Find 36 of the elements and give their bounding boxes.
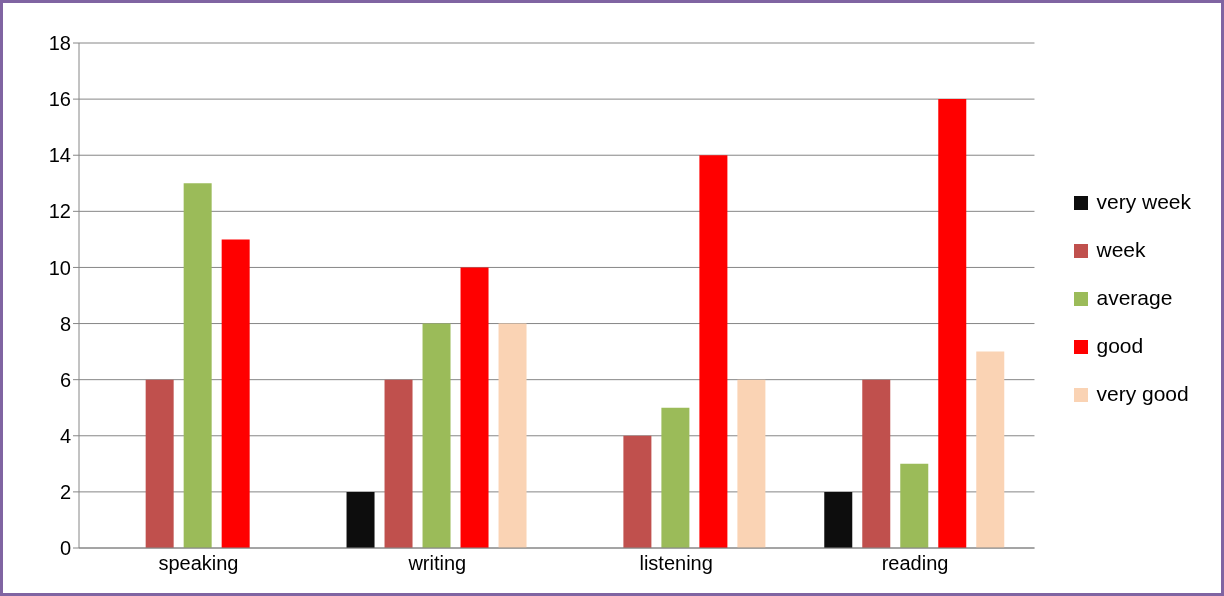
legend-label: very week bbox=[1096, 190, 1191, 213]
bar bbox=[824, 491, 853, 548]
bar bbox=[623, 435, 652, 548]
y-tick-label: 14 bbox=[48, 144, 71, 167]
legend-label: week bbox=[1096, 238, 1146, 261]
bar bbox=[145, 379, 174, 548]
x-tick-label: speaking bbox=[158, 552, 239, 575]
legend-label: good bbox=[1096, 334, 1144, 357]
bar bbox=[900, 463, 929, 548]
bar bbox=[938, 99, 967, 548]
bar bbox=[699, 155, 728, 548]
x-tick-label: writing bbox=[407, 552, 467, 575]
bar bbox=[384, 379, 413, 548]
bar bbox=[221, 239, 250, 548]
bar bbox=[498, 323, 527, 548]
y-tick-label: 12 bbox=[48, 200, 71, 223]
y-tick-label: 6 bbox=[59, 368, 71, 391]
bar bbox=[976, 351, 1005, 548]
legend-label: average bbox=[1096, 286, 1173, 309]
y-tick-label: 0 bbox=[59, 537, 71, 560]
legend-label: very good bbox=[1096, 382, 1189, 405]
bar bbox=[422, 323, 451, 548]
bar bbox=[346, 491, 375, 548]
x-tick-label: listening bbox=[639, 552, 713, 575]
y-tick-label: 4 bbox=[59, 424, 71, 447]
bar bbox=[460, 267, 489, 548]
y-tick-label: 8 bbox=[59, 312, 71, 335]
x-tick-label: reading bbox=[881, 552, 949, 575]
bar bbox=[737, 379, 766, 548]
bar bbox=[661, 407, 690, 548]
y-tick-label: 2 bbox=[59, 480, 71, 503]
bar bbox=[862, 379, 891, 548]
y-tick-label: 10 bbox=[48, 256, 71, 279]
y-tick-label: 18 bbox=[48, 32, 71, 55]
y-tick-label: 16 bbox=[48, 88, 71, 111]
bar bbox=[183, 183, 212, 548]
